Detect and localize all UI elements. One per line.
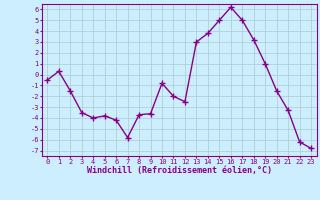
X-axis label: Windchill (Refroidissement éolien,°C): Windchill (Refroidissement éolien,°C) (87, 166, 272, 175)
